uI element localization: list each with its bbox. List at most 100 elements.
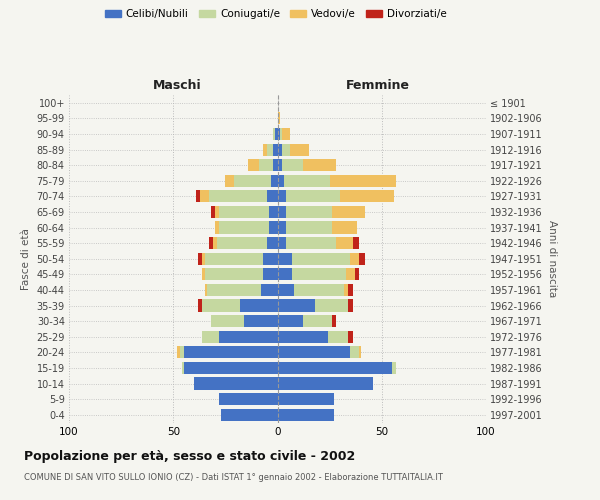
Bar [359, 252, 365, 265]
Bar [184, 346, 277, 358]
Bar [226, 174, 234, 187]
Bar [213, 237, 217, 249]
Bar [277, 252, 292, 265]
Bar [267, 237, 277, 249]
Bar [328, 330, 349, 343]
Bar [206, 284, 261, 296]
Bar [286, 190, 340, 202]
Bar [292, 268, 346, 280]
Bar [234, 174, 271, 187]
Bar [202, 330, 219, 343]
Bar [353, 237, 359, 249]
Bar [277, 159, 281, 172]
Bar [290, 144, 309, 156]
Bar [261, 284, 277, 296]
Bar [277, 330, 328, 343]
Bar [292, 252, 350, 265]
Bar [202, 252, 205, 265]
Bar [202, 300, 240, 312]
Bar [329, 174, 397, 187]
Bar [277, 268, 292, 280]
Bar [269, 222, 277, 234]
Bar [286, 206, 332, 218]
Bar [392, 362, 397, 374]
Bar [248, 159, 259, 172]
Bar [332, 315, 336, 327]
Bar [355, 268, 359, 280]
Bar [277, 112, 280, 124]
Bar [332, 206, 365, 218]
Bar [277, 408, 334, 421]
Bar [178, 346, 179, 358]
Bar [202, 268, 205, 280]
Bar [346, 268, 355, 280]
Bar [350, 252, 359, 265]
Bar [209, 190, 267, 202]
Bar [271, 174, 277, 187]
Bar [205, 268, 263, 280]
Bar [277, 362, 392, 374]
Bar [332, 222, 357, 234]
Bar [215, 222, 219, 234]
Bar [302, 159, 336, 172]
Bar [280, 128, 281, 140]
Bar [179, 346, 184, 358]
Bar [277, 174, 284, 187]
Text: Popolazione per età, sesso e stato civile - 2002: Popolazione per età, sesso e stato civil… [24, 450, 355, 463]
Bar [286, 237, 336, 249]
Bar [219, 222, 269, 234]
Bar [182, 362, 184, 374]
Bar [198, 300, 202, 312]
Bar [277, 378, 373, 390]
Bar [267, 190, 277, 202]
Bar [277, 284, 294, 296]
Bar [240, 300, 277, 312]
Bar [198, 252, 202, 265]
Bar [275, 128, 277, 140]
Bar [263, 268, 277, 280]
Bar [340, 190, 394, 202]
Bar [302, 315, 332, 327]
Bar [277, 346, 350, 358]
Bar [277, 300, 315, 312]
Bar [205, 284, 206, 296]
Bar [211, 315, 244, 327]
Bar [277, 222, 286, 234]
Text: Maschi: Maschi [153, 80, 202, 92]
Bar [294, 284, 344, 296]
Bar [269, 206, 277, 218]
Bar [215, 206, 219, 218]
Bar [274, 144, 277, 156]
Bar [263, 144, 267, 156]
Bar [263, 252, 277, 265]
Legend: Celibi/Nubili, Coniugati/e, Vedovi/e, Divorziati/e: Celibi/Nubili, Coniugati/e, Vedovi/e, Di… [101, 5, 451, 24]
Bar [267, 144, 274, 156]
Bar [277, 237, 286, 249]
Text: COMUNE DI SAN VITO SULLO IONIO (CZ) - Dati ISTAT 1° gennaio 2002 - Elaborazione : COMUNE DI SAN VITO SULLO IONIO (CZ) - Da… [24, 472, 443, 482]
Bar [284, 174, 329, 187]
Bar [277, 144, 281, 156]
Bar [359, 346, 361, 358]
Bar [211, 206, 215, 218]
Bar [259, 159, 274, 172]
Bar [219, 330, 277, 343]
Bar [184, 362, 277, 374]
Bar [277, 128, 280, 140]
Bar [205, 252, 263, 265]
Bar [286, 222, 332, 234]
Bar [344, 284, 349, 296]
Bar [336, 237, 353, 249]
Bar [277, 206, 286, 218]
Bar [274, 159, 277, 172]
Bar [219, 206, 269, 218]
Bar [244, 315, 277, 327]
Bar [315, 300, 349, 312]
Y-axis label: Fasce di età: Fasce di età [21, 228, 31, 290]
Bar [277, 190, 286, 202]
Bar [221, 408, 277, 421]
Y-axis label: Anni di nascita: Anni di nascita [547, 220, 557, 298]
Bar [209, 237, 213, 249]
Bar [349, 284, 353, 296]
Bar [219, 393, 277, 405]
Bar [277, 315, 302, 327]
